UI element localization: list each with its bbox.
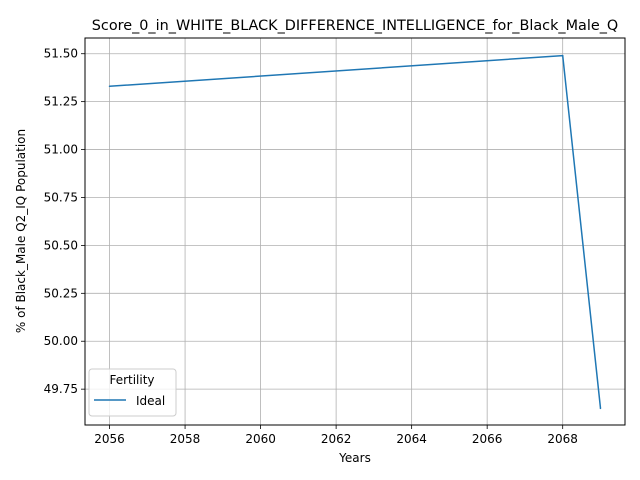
data-point — [108, 85, 111, 88]
x-tick-label: 2060 — [245, 432, 276, 446]
chart-title: Score_0_in_WHITE_BLACK_DIFFERENCE_INTELL… — [92, 18, 618, 34]
x-tick-label: 2058 — [170, 432, 201, 446]
axis-ticks: 2056 2058 2060 2062 2064 2066 2068 49.75 50.00 50… — [44, 47, 578, 446]
y-tick-label: 50.00 — [44, 334, 78, 348]
plot-frame — [84, 37, 626, 426]
y-axis-label: % of Black_Male Q2_IQ Population — [14, 129, 28, 333]
x-tick-label: 2066 — [472, 432, 503, 446]
x-tick-label: 2062 — [321, 432, 352, 446]
series-lines — [108, 54, 602, 410]
x-tick-label: 2056 — [94, 432, 125, 446]
y-tick-label: 51.50 — [44, 47, 78, 61]
legend: Fertility Ideal — [88, 368, 177, 417]
y-tick-label: 49.75 — [44, 382, 78, 396]
x-axis-label: Years — [338, 451, 371, 465]
y-tick-label: 51.00 — [44, 143, 78, 157]
y-tick-label: 50.75 — [44, 190, 78, 204]
legend-label-ideal: Ideal — [136, 394, 165, 408]
y-tick-label: 50.25 — [44, 286, 78, 300]
x-tick-label: 2068 — [547, 432, 578, 446]
legend-box — [88, 368, 177, 417]
x-tick-label: 2064 — [396, 432, 427, 446]
y-tick-label: 51.25 — [44, 95, 78, 109]
data-point — [561, 54, 564, 57]
y-tick-label: 50.50 — [44, 238, 78, 252]
data-point — [599, 407, 602, 410]
legend-title: Fertility — [109, 373, 154, 387]
